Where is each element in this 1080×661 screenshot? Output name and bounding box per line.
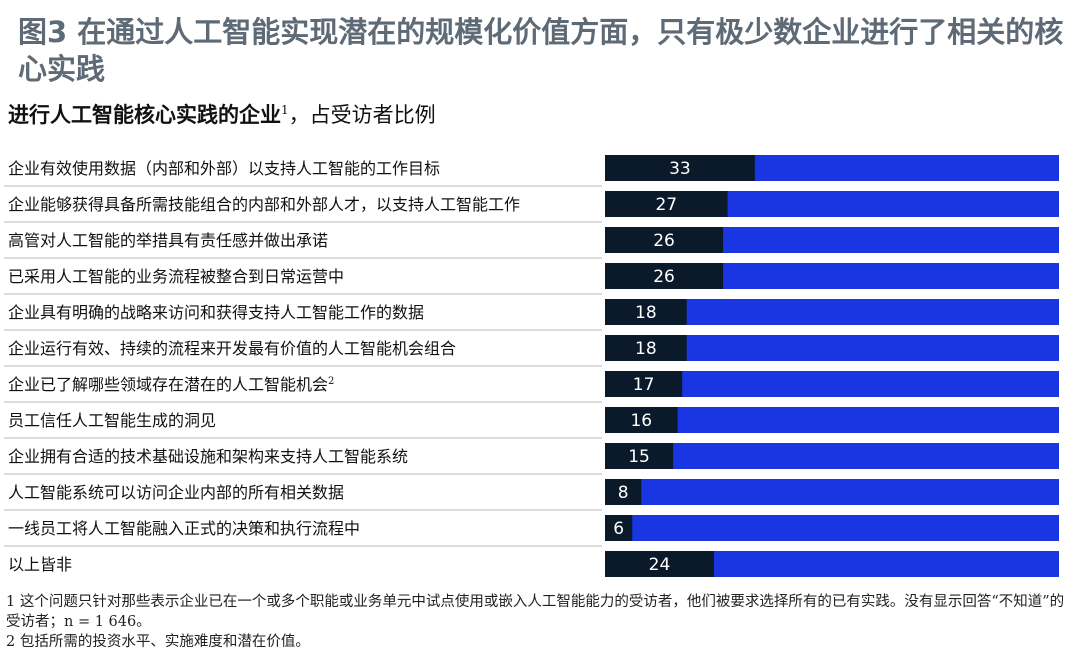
bar-value-label: 16 (630, 411, 652, 431)
bar-remainder (605, 515, 1059, 541)
category-label: 人工智能系统可以访问企业内部的所有相关数据 (8, 483, 344, 502)
subtitle-footnote-marker: 1 (281, 103, 289, 117)
category-label: 企业能够获得具备所需技能组合的内部和外部人才，以支持人工智能工作 (8, 195, 520, 214)
chart-title: 图3 在通过人工智能实现潜在的规模化价值方面，只有极少数企业进行了相关的核心实践 (18, 15, 1064, 86)
bar-value-segment (605, 515, 633, 541)
category-label: 员工信任人工智能生成的洞见 (8, 411, 216, 430)
bar-value-label: 24 (649, 555, 671, 575)
subtitle-rest: ，占受访者比例 (288, 103, 436, 127)
bar-value-segment (605, 263, 724, 289)
bar-value-segment (605, 443, 674, 469)
bar-remainder (605, 443, 1059, 469)
bar-chart: 企业有效使用数据（内部和外部）以支持人工智能的工作目标 33 企业能够获得具备所需技… (4, 155, 1059, 577)
bar-value-label: 27 (655, 195, 677, 215)
bar-value-segment (605, 155, 755, 181)
footnotes: 1 这个问题只针对那些表示企业已在一个或多个职能或业务单元中试点使用或嵌入人工智… (6, 592, 1074, 652)
category-label: 企业具有明确的战略来访问和获得支持人工智能工作的数据 (8, 303, 424, 322)
bar-value-label: 18 (635, 339, 657, 359)
category-label: 企业有效使用数据（内部和外部）以支持人工智能的工作目标 (8, 159, 440, 178)
bar-value-segment (605, 227, 724, 253)
footnote-2: 2 包括所需的投资水平、实施难度和潜在价值。 (6, 634, 310, 650)
category-label: 企业已了解哪些领域存在潜在的人工智能机会2 (8, 375, 334, 394)
bar-value-label: 26 (653, 231, 675, 251)
bar-value-segment (605, 479, 642, 505)
category-label: 企业运行有效、持续的流程来开发最有价值的人工智能机会组合 (8, 339, 456, 358)
category-label: 高管对人工智能的举措具有责任感并做出承诺 (8, 231, 328, 250)
bar-value-segment (605, 551, 714, 577)
bar-value-segment (605, 335, 687, 361)
category-label: 以上皆非 (8, 555, 72, 574)
bar-value-label: 8 (618, 483, 629, 503)
bar-value-segment (605, 371, 683, 397)
chart-subtitle: 进行人工智能核心实践的企业1，占受访者比例 (8, 99, 436, 129)
bar-value-label: 15 (628, 447, 650, 467)
bar-value-label: 18 (635, 303, 657, 323)
bar-value-segment (605, 299, 687, 325)
bar-value-label: 17 (633, 375, 655, 395)
bar-remainder (605, 407, 1059, 433)
category-label: 已采用人工智能的业务流程被整合到日常运营中 (8, 267, 344, 286)
footnote-1: 1 这个问题只针对那些表示企业已在一个或多个职能或业务单元中试点使用或嵌入人工智… (6, 594, 1065, 630)
category-label: 企业拥有合适的技术基础设施和架构来支持人工智能系统 (8, 447, 408, 466)
bar-value-label: 6 (613, 519, 624, 539)
bar-remainder (605, 479, 1059, 505)
subtitle-main: 进行人工智能核心实践的企业 (8, 102, 281, 127)
category-label: 一线员工将人工智能融入正式的决策和执行流程中 (8, 519, 360, 538)
bar-value-label: 26 (653, 267, 675, 287)
bar-value-segment (605, 191, 728, 217)
bar-value-label: 33 (669, 159, 691, 179)
bar-value-segment (605, 407, 678, 433)
